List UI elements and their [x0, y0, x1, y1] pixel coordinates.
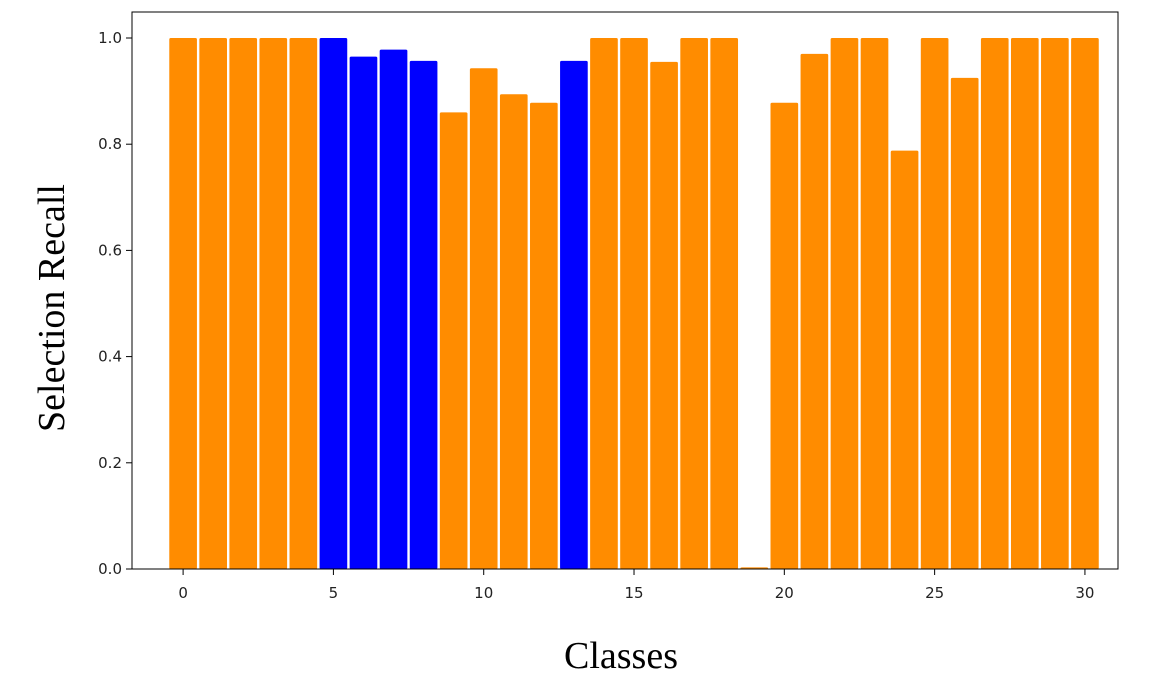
bars-group	[169, 38, 1099, 570]
bar-class-13	[560, 60, 588, 569]
bar-class-7	[379, 49, 408, 570]
bar-class-16	[650, 61, 678, 570]
bar-class-22	[830, 38, 859, 569]
bar-class-24	[890, 150, 919, 569]
bar-class-10	[469, 68, 498, 570]
bar-class-14	[590, 38, 618, 569]
bar-class-30	[1071, 38, 1099, 569]
bar-class-26	[950, 77, 979, 569]
bar-class-4	[289, 38, 318, 569]
bar-class-0	[169, 38, 197, 569]
bar-class-20	[770, 102, 799, 569]
bar-class-28	[1010, 38, 1039, 569]
bar-class-6	[349, 56, 378, 569]
x-tick-label: 20	[775, 584, 794, 602]
x-tick-label: 15	[624, 584, 643, 602]
bar-class-5	[319, 38, 348, 569]
y-tick-label: 0.8	[98, 135, 122, 153]
x-tick-label: 5	[329, 584, 339, 602]
x-tick-label: 0	[178, 584, 188, 602]
bar-class-15	[620, 38, 648, 569]
y-axis-title: Selection Recall	[31, 184, 73, 432]
bar-class-18	[710, 38, 739, 569]
plot-frame	[131, 11, 1119, 570]
bar-class-1	[199, 38, 227, 569]
bar-class-23	[860, 38, 889, 569]
y-tick-label: 0.4	[98, 348, 122, 366]
x-tick-label: 10	[474, 584, 493, 602]
bar-class-9	[439, 112, 468, 569]
bar-class-25	[920, 38, 949, 569]
bar-class-2	[229, 38, 258, 569]
x-tick-label: 30	[1075, 584, 1094, 602]
y-axis: 0.0 0.2 0.4 0.6 0.8 1.0	[98, 29, 132, 578]
bar-class-27	[980, 38, 1009, 569]
x-axis: 0 5 10 15 20 25 30	[178, 569, 1094, 602]
y-tick-label: 0.6	[98, 241, 122, 259]
x-tick-label: 25	[925, 584, 944, 602]
bar-class-17	[680, 38, 708, 569]
y-tick-label: 1.0	[98, 29, 122, 47]
x-axis-title: Classes	[564, 635, 678, 677]
bar-class-12	[530, 102, 558, 569]
bar-class-3	[259, 38, 288, 569]
y-tick-label: 0.0	[98, 560, 122, 578]
bar-class-11	[499, 94, 528, 569]
bar-class-21	[800, 53, 829, 570]
bar-class-8	[409, 60, 438, 569]
bar-class-29	[1041, 38, 1069, 569]
y-tick-label: 0.2	[98, 454, 122, 472]
